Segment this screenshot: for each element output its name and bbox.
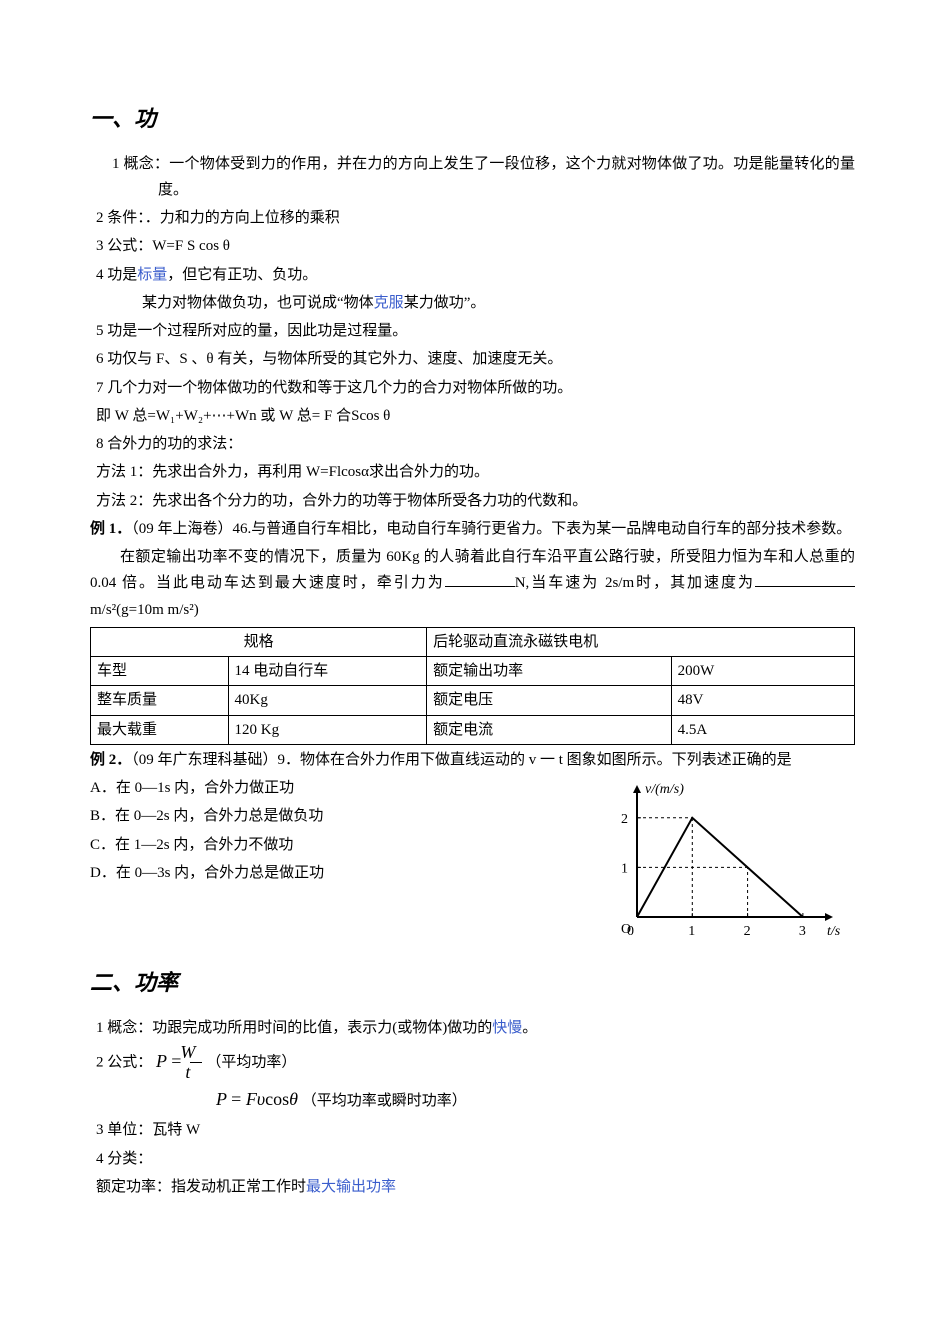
formula-p-fv: P = Fυcosθ: [216, 1089, 298, 1109]
example2-row: A．在 0—1s 内，合外力做正功 B．在 0—2s 内，合外力总是做负功 C．…: [90, 775, 855, 954]
cell-a: 整车质量: [91, 686, 229, 715]
svg-text:O: O: [621, 922, 631, 937]
text-fragment: 额定功率：指发动机正常工作时: [96, 1179, 306, 1195]
cell-d: 4.5A: [671, 715, 854, 744]
para-network: 8 合外力的功的求法：: [96, 431, 855, 457]
spec-table: 规格 后轮驱动直流永磁铁电机 车型 14 电动自行车 额定输出功率 200W 整…: [90, 627, 855, 745]
section-heading-gonglv: 二、功率: [90, 964, 855, 1003]
example2-choices: A．在 0—1s 内，合外力做正功 B．在 0—2s 内，合外力总是做负功 C．…: [90, 775, 585, 888]
svg-text:2: 2: [744, 924, 751, 939]
text-fragment: 某力做功”。: [404, 295, 486, 311]
example1-intro: 例 1．（09 年上海卷）46.与普通自行车相比，电动自行车骑行更省力。下表为某…: [90, 516, 855, 542]
para-method2: 方法 2：先求出各个分力的功，合外力的功等于物体所受各力功的代数和。: [96, 488, 855, 514]
choice-b: B．在 0—2s 内，合外力总是做负功: [90, 803, 585, 829]
example2-source: （09 年广东理科基础）9．物体在合外力作用下做直线运动的 v 一 t 图象如图…: [131, 752, 791, 768]
para-condition: 2 条件：．力和力的方向上位移的乘积: [96, 205, 855, 231]
table-row: 车型 14 电动自行车 额定输出功率 200W: [91, 657, 855, 686]
para-power-unit: 3 单位：瓦特 W: [96, 1117, 855, 1143]
para-power-concept: 1 概念：功跟完成功所用时间的比值，表示力(或物体)做功的快慢。: [96, 1015, 855, 1041]
choice-d: D．在 0—3s 内，合外力总是做正功: [90, 860, 585, 886]
choice-a: A．在 0—1s 内，合外力做正功: [90, 775, 585, 801]
cell-a: 最大载重: [91, 715, 229, 744]
example1-source: （09 年上海卷）46.与普通自行车相比，电动自行车骑行更省力。下表为某一品牌电…: [131, 521, 851, 537]
header-left: 规格: [91, 627, 427, 656]
header-right: 后轮驱动直流永磁铁电机: [427, 627, 855, 656]
para-sumwork-formula: 即 W 总=W₁+W₂+⋯+Wn 或 W 总= F 合Scos θ: [96, 403, 855, 429]
svg-text:v/(m/s): v/(m/s): [645, 782, 684, 797]
cell-b: 14 电动自行车: [228, 657, 427, 686]
fill-blank-1[interactable]: [445, 572, 515, 587]
para-scalar-sub: 某力对物体做负功，也可说成“物体克服某力做功”。: [96, 290, 855, 316]
para-method1: 方法 1：先求出合外力，再利用 W=Flcosα求出合外力的功。: [96, 459, 855, 485]
para-power-formula-2: P = Fυcosθ （平均功率或瞬时功率）: [96, 1084, 855, 1116]
section2-body: 1 概念：功跟完成功所用时间的比值，表示力(或物体)做功的快慢。 2 公式： P…: [90, 1015, 855, 1200]
formula-p-w-t: P = Wt: [156, 1051, 206, 1071]
link-scalar: 标量: [137, 267, 167, 283]
cell-a: 车型: [91, 657, 229, 686]
cell-c: 额定电压: [427, 686, 671, 715]
svg-text:1: 1: [621, 861, 628, 876]
vt-chart: 012312t/sv/(m/s)O: [595, 775, 855, 954]
text-fragment: ，但它有正功、负功。: [167, 267, 317, 283]
para-depend: 6 功仅与 F、S 、θ 有关，与物体所受的其它外力、速度、加速度无关。: [96, 346, 855, 372]
text-fragment: 某力对物体做负功，也可说成“物体: [142, 295, 374, 311]
para-power-rated: 额定功率：指发动机正常工作时最大输出功率: [96, 1174, 855, 1200]
table-header-row: 规格 后轮驱动直流永磁铁电机: [91, 627, 855, 656]
example1-question: 在额定输出功率不变的情况下，质量为 60Kg 的人骑着此自行车沿平直公路行驶，所…: [90, 544, 855, 623]
text-fragment: m/s²(g=10m m/s²): [90, 602, 199, 618]
table-row: 整车质量 40Kg 额定电压 48V: [91, 686, 855, 715]
section-heading-gong: 一、功: [90, 100, 855, 139]
text-fragment: 1 概念：功跟完成功所用时间的比值，表示力(或物体)做功的: [96, 1020, 492, 1036]
vt-chart-svg: 012312t/sv/(m/s)O: [595, 775, 855, 945]
text-fragment: N,当车速为 2s/m时，其加速度为: [515, 575, 755, 591]
cell-c: 额定电流: [427, 715, 671, 744]
example1-label: 例 1．: [90, 521, 131, 537]
link-fast: 快慢: [492, 1020, 522, 1036]
text-fragment: 。: [522, 1020, 537, 1036]
choice-c: C．在 1—2s 内，合外力不做功: [90, 832, 585, 858]
para-process: 5 功是一个过程所对应的量，因此功是过程量。: [96, 318, 855, 344]
svg-text:1: 1: [688, 924, 695, 939]
section1-body: 1 概念：一个物体受到力的作用，并在力的方向上发生了一段位移，这个力就对物体做了…: [90, 151, 855, 514]
link-overcome: 克服: [374, 295, 404, 311]
text-fragment: 4 功是: [96, 267, 137, 283]
cell-d: 200W: [671, 657, 854, 686]
text-fragment: 2 公式：: [96, 1055, 152, 1071]
cell-b: 40Kg: [228, 686, 427, 715]
table-row: 最大载重 120 Kg 额定电流 4.5A: [91, 715, 855, 744]
para-power-formula: 2 公式： P = Wt （平均功率）: [96, 1043, 855, 1082]
fill-blank-2[interactable]: [755, 572, 855, 587]
para-sumwork: 7 几个力对一个物体做功的代数和等于这几个力的合力对物体所做的功。: [96, 375, 855, 401]
example2-intro: 例 2．（09 年广东理科基础）9．物体在合外力作用下做直线运动的 v 一 t …: [90, 747, 855, 773]
para-concept: 1 概念：一个物体受到力的作用，并在力的方向上发生了一段位移，这个力就对物体做了…: [96, 151, 855, 204]
cell-d: 48V: [671, 686, 854, 715]
para-power-class: 4 分类：: [96, 1146, 855, 1172]
example2-label: 例 2．: [90, 752, 131, 768]
cell-b: 120 Kg: [228, 715, 427, 744]
formula-note-2: （平均功率或瞬时功率）: [302, 1093, 467, 1109]
para-formula: 3 公式：W=F S cos θ: [96, 233, 855, 259]
para-scalar: 4 功是标量，但它有正功、负功。: [96, 262, 855, 288]
formula-note-1: （平均功率）: [206, 1055, 296, 1071]
link-maxoutput: 最大输出功率: [306, 1179, 396, 1195]
svg-text:3: 3: [799, 924, 806, 939]
svg-text:t/s: t/s: [827, 924, 841, 939]
svg-text:2: 2: [621, 812, 628, 827]
cell-c: 额定输出功率: [427, 657, 671, 686]
